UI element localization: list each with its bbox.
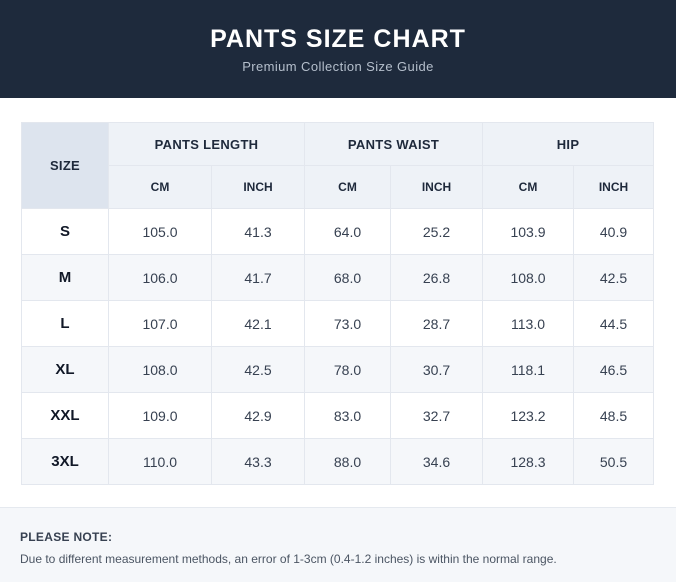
measurement-cell: 30.7 [389, 346, 484, 393]
measurement-cell: 32.7 [389, 392, 484, 439]
measurement-cell: 110.0 [108, 438, 212, 485]
measurement-cell: 103.9 [482, 208, 575, 255]
note-title: PLEASE NOTE: [20, 530, 113, 544]
unit-header-cm: CM [108, 165, 212, 209]
measurement-cell: 44.5 [573, 300, 655, 347]
size-cell: S [21, 208, 109, 255]
measurement-cell: 109.0 [108, 392, 212, 439]
pants-length-group-header: PANTS LENGTH [108, 122, 305, 166]
measurement-cell: 26.8 [389, 254, 484, 301]
page-title: PANTS SIZE CHART [210, 25, 466, 53]
size-cell: L [21, 300, 109, 347]
measurement-cell: 43.3 [211, 438, 305, 485]
measurement-cell: 42.5 [573, 254, 655, 301]
measurement-cell: 40.9 [573, 208, 655, 255]
note-text: Due to different measurement methods, an… [20, 552, 557, 566]
table-row: XL 108.0 42.5 78.0 30.7 118.1 46.5 [21, 346, 655, 393]
table-row: S 105.0 41.3 64.0 25.2 103.9 40.9 [21, 208, 655, 255]
measurement-cell: 73.0 [304, 300, 391, 347]
table-row: XXL 109.0 42.9 83.0 32.7 123.2 48.5 [21, 392, 655, 439]
size-cell: XL [21, 346, 109, 393]
unit-header-cm: CM [482, 165, 575, 209]
measurement-cell: 107.0 [108, 300, 212, 347]
measurement-cell: 106.0 [108, 254, 212, 301]
size-column-header: SIZE [21, 122, 109, 209]
measurement-cell: 42.1 [211, 300, 305, 347]
size-chart-table: SIZE PANTS LENGTH PANTS WAIST HIP CM INC… [21, 122, 655, 485]
unit-header-cm: CM [304, 165, 391, 209]
note-section: PLEASE NOTE: Due to different measuremen… [0, 507, 676, 582]
measurement-cell: 78.0 [304, 346, 391, 393]
measurement-cell: 50.5 [573, 438, 655, 485]
measurement-cell: 28.7 [389, 300, 484, 347]
measurement-cell: 42.9 [211, 392, 305, 439]
measurement-cell: 41.3 [211, 208, 305, 255]
size-cell: XXL [21, 392, 109, 439]
measurement-cell: 128.3 [482, 438, 575, 485]
unit-header-inch: INCH [573, 165, 655, 209]
measurement-cell: 48.5 [573, 392, 655, 439]
table-row: M 106.0 41.7 68.0 26.8 108.0 42.5 [21, 254, 655, 301]
page-header: PANTS SIZE CHART Premium Collection Size… [0, 0, 676, 98]
measurement-cell: 46.5 [573, 346, 655, 393]
measurement-cell: 105.0 [108, 208, 212, 255]
table-row: 3XL 110.0 43.3 88.0 34.6 128.3 50.5 [21, 438, 655, 485]
page-subtitle: Premium Collection Size Guide [242, 59, 434, 74]
measurement-cell: 88.0 [304, 438, 391, 485]
measurement-cell: 108.0 [482, 254, 575, 301]
size-chart-table-wrapper: SIZE PANTS LENGTH PANTS WAIST HIP CM INC… [21, 122, 655, 485]
measurement-cell: 113.0 [482, 300, 575, 347]
pants-waist-group-header: PANTS WAIST [303, 122, 484, 166]
table-row: L 107.0 42.1 73.0 28.7 113.0 44.5 [21, 300, 655, 347]
size-cell: M [21, 254, 109, 301]
measurement-cell: 83.0 [304, 392, 391, 439]
measurement-cell: 41.7 [211, 254, 305, 301]
measurement-cell: 118.1 [482, 346, 575, 393]
measurement-cell: 34.6 [389, 438, 484, 485]
measurement-cell: 42.5 [211, 346, 305, 393]
measurement-cell: 108.0 [108, 346, 212, 393]
hip-group-header: HIP [482, 122, 655, 166]
measurement-cell: 64.0 [304, 208, 391, 255]
measurement-cell: 123.2 [482, 392, 575, 439]
unit-header-inch: INCH [211, 165, 305, 209]
measurement-cell: 25.2 [389, 208, 484, 255]
measurement-cell: 68.0 [304, 254, 391, 301]
size-cell: 3XL [21, 438, 109, 485]
unit-header-inch: INCH [389, 165, 484, 209]
